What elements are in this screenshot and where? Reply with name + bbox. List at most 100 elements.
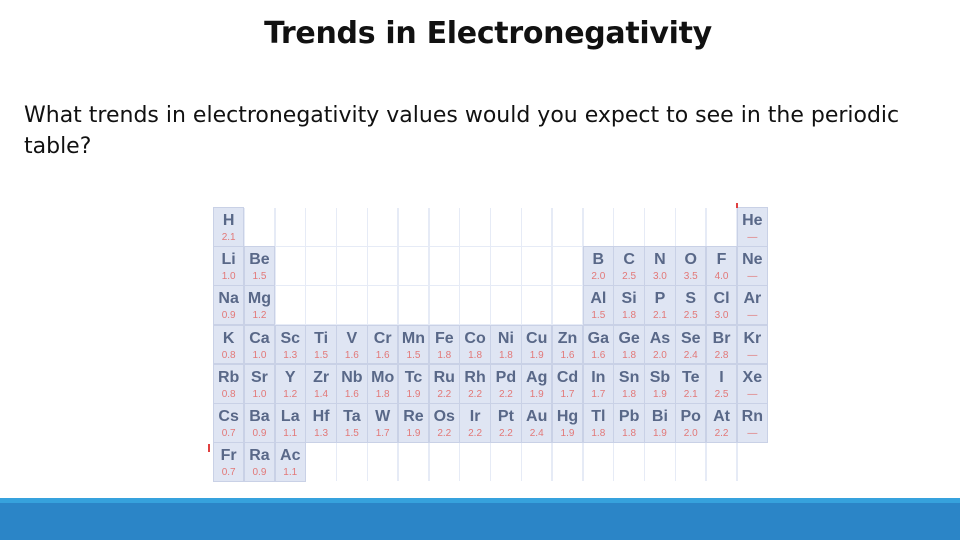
element-symbol: Cl	[713, 290, 730, 308]
element-cell-w: W 1.7	[367, 403, 399, 443]
element-cell-mo: Mo 1.8	[367, 363, 399, 404]
element-symbol: Pt	[497, 408, 514, 426]
electronegativity-value: 1.1	[283, 467, 298, 479]
element-cell-rb: Rb 0.8	[212, 363, 245, 404]
electronegativity-value: 1.8	[591, 428, 606, 440]
electronegativity-value: 1.9	[560, 428, 575, 440]
element-cell-sc: Sc 1.3	[274, 324, 306, 365]
element-symbol: Ra	[249, 447, 270, 465]
electronegativity-value: 1.7	[591, 388, 606, 400]
element-cell-as: As 2.0	[644, 324, 676, 365]
electronegativity-value: 1.4	[314, 388, 329, 400]
element-cell-sr: Sr 1.0	[243, 363, 276, 404]
electronegativity-value: 1.9	[406, 388, 421, 400]
electronegativity-value: 2.4	[683, 349, 698, 361]
electronegativity-value: 2.8	[714, 349, 729, 361]
empty-cell	[368, 286, 398, 325]
element-symbol: Rn	[741, 408, 763, 426]
element-symbol: W	[375, 408, 391, 426]
electronegativity-value: 1.0	[252, 349, 267, 361]
electronegativity-value: 3.0	[714, 310, 729, 322]
empty-cell	[552, 247, 583, 285]
element-symbol: He	[742, 212, 763, 229]
element-symbol: Tc	[404, 368, 423, 386]
element-cell-mn: Mn 1.5	[397, 324, 430, 365]
element-symbol: Ti	[314, 329, 329, 347]
element-symbol: B	[592, 251, 605, 269]
element-cell-pt: Pt 2.2	[490, 403, 522, 443]
element-symbol: Cd	[556, 368, 579, 386]
electronegativity-value: 1.2	[283, 388, 298, 400]
electronegativity-value: 0.9	[221, 310, 236, 322]
electronegativity-value: 1.8	[622, 428, 637, 440]
element-symbol: F	[716, 251, 727, 269]
electronegativity-value: 1.6	[344, 388, 359, 400]
electronegativity-value: —	[747, 310, 758, 322]
electronegativity-value: 2.0	[652, 349, 667, 361]
element-cell-fr: Fr 0.7	[212, 442, 245, 482]
empty-cell	[368, 247, 398, 285]
empty-cell	[429, 208, 459, 246]
element-symbol: At	[713, 408, 730, 426]
empty-cell	[337, 443, 367, 481]
element-cell-i: I 2.5	[705, 363, 738, 404]
empty-cell	[429, 247, 459, 285]
electronegativity-value: 1.8	[437, 349, 452, 361]
element-symbol: Ru	[433, 368, 455, 386]
electronegativity-value: 1.9	[529, 388, 544, 400]
periodic-table: H 2.1 He — Li 1.0 Be 1.5 B 2.0 C 2.5 N 3.0 O 3.5 F 4.0 Ne —…	[212, 207, 768, 482]
electronegativity-value: 2.2	[468, 388, 483, 400]
element-symbol: Rh	[464, 368, 486, 386]
element-symbol: C	[623, 251, 635, 269]
electronegativity-value: 1.6	[560, 349, 575, 361]
footer-stripe	[0, 498, 960, 503]
empty-cell	[429, 443, 459, 481]
element-symbol: Ir	[469, 408, 481, 426]
electronegativity-value: 1.5	[406, 349, 421, 361]
electronegativity-value: 1.0	[221, 271, 236, 283]
electronegativity-value: 1.5	[591, 310, 606, 322]
electronegativity-value: 4.0	[714, 271, 729, 283]
empty-cell	[368, 443, 398, 481]
electronegativity-value: 1.6	[591, 349, 606, 361]
element-cell-p: P 2.1	[644, 285, 676, 326]
element-cell-v: V 1.6	[336, 324, 368, 365]
slide-title: Trends in Electronegativity	[264, 16, 712, 51]
element-symbol: Ta	[343, 408, 361, 426]
element-symbol: Li	[221, 251, 236, 269]
element-symbol: Na	[218, 290, 239, 308]
element-cell-y: Y 1.2	[274, 363, 306, 404]
element-cell-si: Si 1.8	[613, 285, 645, 326]
element-symbol: Sc	[280, 329, 301, 347]
element-symbol: V	[346, 329, 358, 347]
element-cell-pb: Pb 1.8	[613, 403, 645, 443]
element-cell-te: Te 2.1	[675, 363, 707, 404]
empty-cell	[676, 443, 706, 481]
element-symbol: Sb	[649, 368, 671, 386]
element-symbol: Mn	[401, 329, 426, 347]
element-cell-hg: Hg 1.9	[551, 403, 584, 443]
electronegativity-value: 1.0	[252, 388, 267, 400]
electronegativity-value: 1.6	[344, 349, 359, 361]
empty-cell	[552, 443, 583, 481]
element-cell-in: In 1.7	[582, 363, 614, 404]
element-cell-re: Re 1.9	[397, 403, 430, 443]
electronegativity-value: 2.2	[498, 428, 513, 440]
element-cell-tl: Tl 1.8	[582, 403, 614, 443]
electronegativity-value: 0.9	[252, 428, 267, 440]
element-cell-tc: Tc 1.9	[397, 363, 430, 404]
electronegativity-value: 2.1	[221, 232, 236, 243]
electronegativity-value: 1.8	[622, 310, 637, 322]
electronegativity-value: 1.5	[314, 349, 329, 361]
element-symbol: Hg	[556, 408, 579, 426]
empty-cell	[522, 443, 552, 481]
element-symbol: Kr	[743, 329, 762, 347]
element-symbol: S	[685, 290, 697, 308]
electronegativity-value: 1.7	[375, 428, 390, 440]
empty-cell	[460, 443, 490, 481]
element-cell-sb: Sb 1.9	[644, 363, 676, 404]
element-cell-c: C 2.5	[613, 246, 645, 286]
electronegativity-value: 1.6	[375, 349, 390, 361]
element-cell-s: S 2.5	[675, 285, 707, 326]
empty-cell	[614, 208, 644, 246]
